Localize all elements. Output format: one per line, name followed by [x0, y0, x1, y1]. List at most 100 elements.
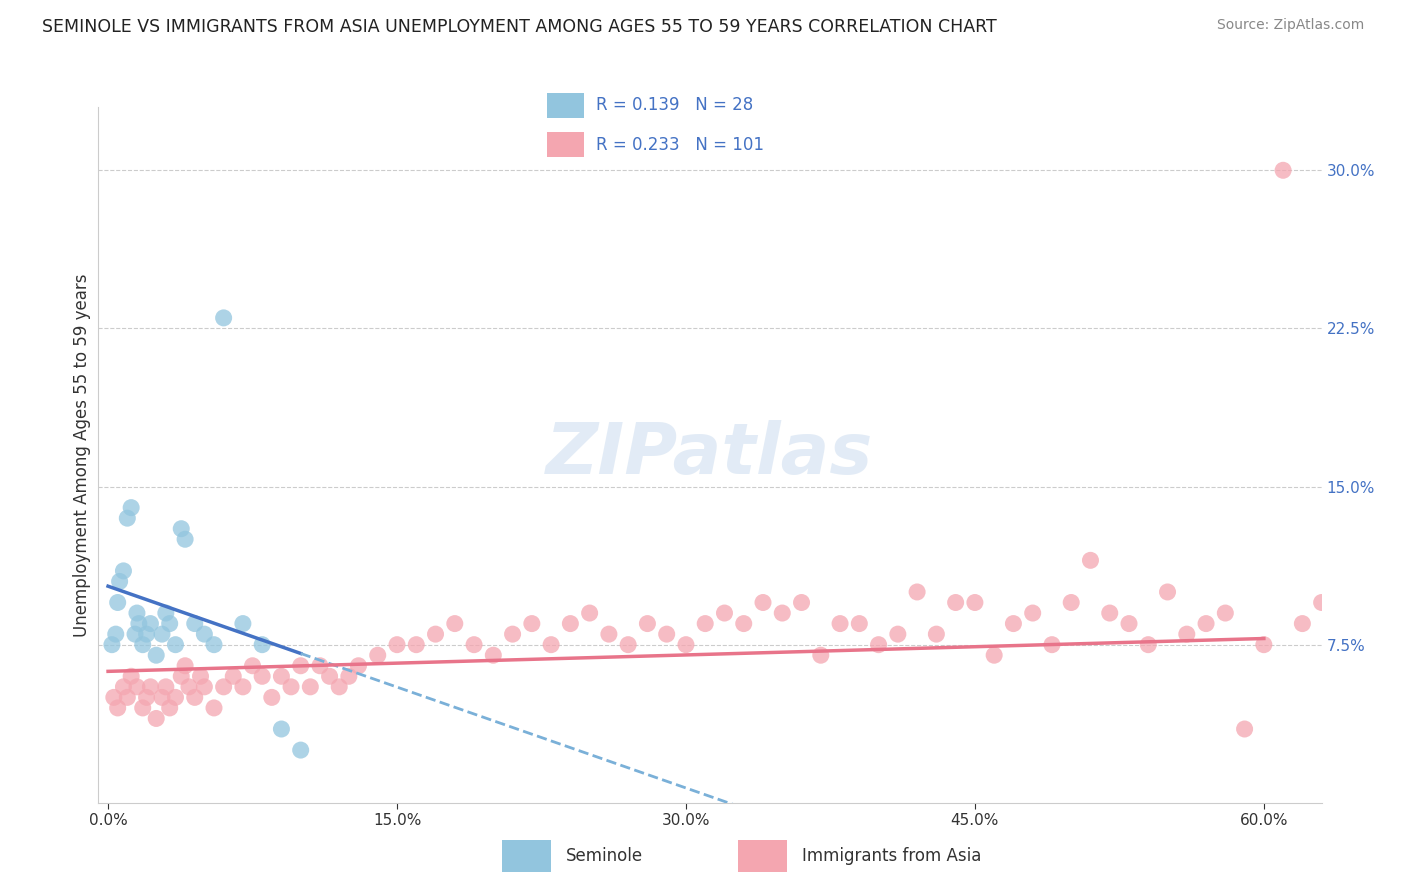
Point — [790, 595, 813, 609]
Point — [617, 638, 640, 652]
Point — [1195, 616, 1218, 631]
Point — [1213, 606, 1236, 620]
Point — [232, 616, 254, 631]
Point — [1253, 638, 1275, 652]
Point — [184, 616, 207, 631]
Text: Seminole: Seminole — [565, 847, 643, 865]
Point — [190, 669, 212, 683]
Point — [367, 648, 389, 663]
Point — [132, 638, 155, 652]
Point — [104, 627, 127, 641]
Point — [328, 680, 350, 694]
Point — [107, 701, 129, 715]
Point — [887, 627, 910, 641]
Point — [443, 616, 465, 631]
Point — [120, 669, 142, 683]
Text: R = 0.139   N = 28: R = 0.139 N = 28 — [596, 96, 754, 114]
Point — [299, 680, 322, 694]
Point — [145, 711, 167, 725]
Point — [222, 669, 245, 683]
Text: R = 0.233   N = 101: R = 0.233 N = 101 — [596, 136, 763, 153]
Point — [170, 669, 193, 683]
Point — [502, 627, 524, 641]
Point — [425, 627, 447, 641]
Point — [337, 669, 360, 683]
Y-axis label: Unemployment Among Ages 55 to 59 years: Unemployment Among Ages 55 to 59 years — [73, 273, 91, 637]
Point — [159, 701, 181, 715]
Point — [212, 680, 235, 694]
Point — [540, 638, 562, 652]
Point — [174, 658, 197, 673]
Point — [139, 680, 162, 694]
Point — [1233, 722, 1256, 736]
Point — [101, 638, 124, 652]
Point — [1021, 606, 1043, 620]
Point — [1175, 627, 1198, 641]
Point — [868, 638, 890, 652]
Point — [165, 690, 187, 705]
Point — [260, 690, 283, 705]
Point — [752, 595, 775, 609]
Point — [270, 669, 292, 683]
Point — [155, 606, 177, 620]
Text: Source: ZipAtlas.com: Source: ZipAtlas.com — [1216, 18, 1364, 32]
Point — [560, 616, 582, 631]
Point — [1291, 616, 1313, 631]
Point — [193, 680, 215, 694]
Point — [290, 743, 312, 757]
Text: Immigrants from Asia: Immigrants from Asia — [801, 847, 981, 865]
Point — [1330, 680, 1353, 694]
Point — [713, 606, 735, 620]
Point — [112, 564, 135, 578]
Point — [150, 627, 173, 641]
Point — [810, 648, 832, 663]
Point — [770, 606, 793, 620]
Point — [848, 616, 870, 631]
FancyBboxPatch shape — [502, 840, 551, 872]
Point — [242, 658, 264, 673]
Point — [103, 690, 125, 705]
Point — [193, 627, 215, 641]
Point — [280, 680, 302, 694]
Point — [963, 595, 986, 609]
Point — [1388, 690, 1406, 705]
Point — [135, 627, 157, 641]
Point — [117, 511, 139, 525]
Point — [1272, 163, 1295, 178]
Point — [1080, 553, 1102, 567]
Point — [139, 616, 162, 631]
Point — [125, 606, 148, 620]
Point — [636, 616, 658, 631]
Point — [250, 638, 273, 652]
Point — [290, 658, 312, 673]
Point — [1137, 638, 1160, 652]
Point — [212, 310, 235, 325]
Point — [159, 616, 181, 631]
Point — [170, 522, 193, 536]
Point — [232, 680, 254, 694]
Point — [125, 680, 148, 694]
Point — [733, 616, 755, 631]
FancyBboxPatch shape — [547, 93, 583, 118]
Point — [1118, 616, 1140, 631]
FancyBboxPatch shape — [738, 840, 787, 872]
Point — [132, 701, 155, 715]
Point — [128, 616, 150, 631]
Point — [945, 595, 967, 609]
Point — [124, 627, 146, 641]
Point — [107, 595, 129, 609]
Point — [165, 638, 187, 652]
Point — [1348, 669, 1371, 683]
Point — [202, 638, 225, 652]
Point — [202, 701, 225, 715]
Point — [318, 669, 340, 683]
Point — [117, 690, 139, 705]
Point — [578, 606, 600, 620]
Point — [1368, 701, 1391, 715]
Point — [655, 627, 678, 641]
Point — [270, 722, 292, 736]
Text: ZIPatlas: ZIPatlas — [547, 420, 873, 490]
Point — [463, 638, 485, 652]
Point — [695, 616, 717, 631]
Point — [905, 585, 928, 599]
